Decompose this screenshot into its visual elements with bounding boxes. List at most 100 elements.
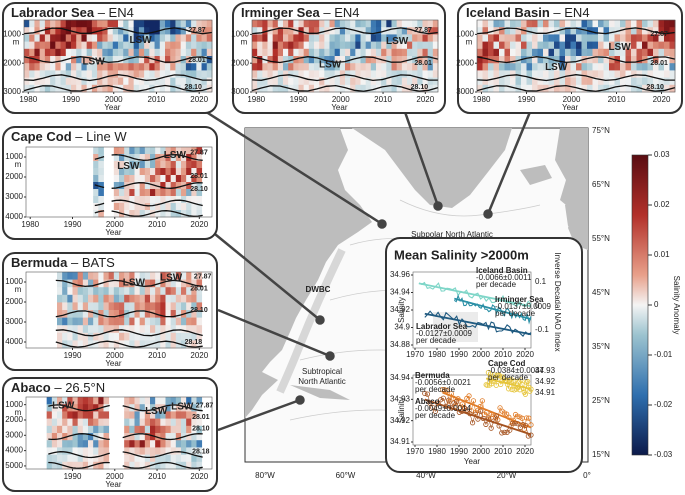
heatmap-cell — [401, 41, 408, 50]
heatmap-cell — [107, 34, 114, 42]
heatmap-cell — [488, 27, 494, 35]
heatmap-cell — [370, 48, 377, 57]
heatmap-cell — [196, 440, 203, 448]
heatmap-cell — [267, 77, 274, 86]
heatmap-cell — [150, 154, 156, 162]
heatmap-cell — [532, 48, 538, 57]
heatmap-cell — [543, 27, 549, 35]
heatmap-cell — [303, 34, 310, 42]
heatmap-cell — [181, 154, 187, 162]
heatmap-cell — [191, 41, 197, 50]
heatmap-cell — [175, 440, 182, 448]
y-tick-label: 4000 — [5, 212, 23, 221]
heatmap-cell — [128, 70, 135, 78]
heatmap-cell — [521, 63, 527, 71]
panel-label: 27.87 — [194, 273, 212, 280]
inset-annotation-unit: per decade — [488, 373, 529, 382]
heatmap-cell — [609, 20, 615, 28]
heatmap-cell — [499, 27, 505, 35]
heatmap-cell — [391, 70, 398, 78]
heatmap-cell — [308, 70, 315, 78]
heatmap-cell — [381, 84, 387, 93]
heatmap-cell — [113, 340, 120, 349]
heatmap-cell — [432, 20, 439, 28]
heatmap-cell — [62, 425, 68, 434]
heatmap-cell — [50, 63, 56, 71]
heatmap-cell — [186, 447, 192, 455]
heatmap-cell — [308, 48, 315, 57]
heatmap-cell — [98, 210, 104, 218]
heatmap-cell — [570, 84, 577, 93]
heatmap-cell — [185, 84, 192, 93]
heatmap-cell — [34, 70, 41, 78]
heatmap-cell — [191, 404, 197, 412]
heatmap-cell — [370, 41, 377, 50]
heatmap-cell — [98, 433, 104, 441]
heatmap-cell — [576, 27, 582, 35]
panel-label: 27.87 — [414, 27, 432, 34]
heatmap-cell — [175, 332, 182, 341]
heatmap-cell — [422, 84, 429, 93]
heatmap-cell — [150, 161, 156, 169]
heatmap-cell — [139, 447, 146, 455]
heatmap-cell — [381, 70, 387, 78]
inset-point — [483, 421, 489, 427]
heatmap-cell — [62, 332, 68, 341]
panel-label: 27.87 — [188, 27, 206, 34]
heatmap-cell — [149, 27, 155, 35]
heatmap-cell — [482, 20, 489, 28]
heatmap-cell — [91, 84, 98, 93]
heatmap-cell — [493, 48, 500, 57]
panel-title: Iceland Basin – EN4 — [466, 5, 590, 20]
heatmap-cell — [46, 404, 53, 412]
inset-point — [446, 397, 452, 403]
inset-point — [466, 393, 472, 399]
heatmap-cell — [103, 272, 110, 280]
heatmap-cell — [339, 84, 346, 93]
heatmap-cell — [103, 454, 110, 463]
heatmap-cell — [625, 48, 632, 57]
heatmap-cell — [432, 41, 439, 50]
heatmap-cell — [196, 302, 203, 311]
heatmap-cell — [493, 56, 500, 64]
y-tick-label: 3000 — [456, 87, 474, 96]
heatmap-cell — [581, 84, 588, 93]
heatmap-cell — [81, 84, 88, 93]
heatmap-cell — [196, 41, 202, 50]
heatmap-cell — [119, 310, 125, 318]
heatmap-cell — [186, 147, 192, 155]
heatmap-cell — [124, 203, 130, 211]
heatmap-cell — [664, 63, 670, 71]
heatmap-cell — [139, 147, 146, 155]
heatmap-cell — [159, 56, 166, 64]
inset-point — [438, 397, 444, 403]
heatmap-cell — [134, 310, 141, 318]
heatmap-cell — [108, 340, 115, 349]
heatmap-cell — [554, 63, 560, 71]
heatmap-cell — [565, 70, 571, 78]
heatmap-cell — [118, 48, 124, 57]
heatmap-cell — [170, 27, 176, 35]
heatmap-cell — [108, 279, 115, 288]
heatmap-cell — [170, 325, 177, 334]
heatmap-cell — [119, 154, 125, 162]
heatmap-cell — [129, 425, 135, 434]
heatmap-cell — [664, 20, 670, 28]
heatmap-cell — [124, 425, 130, 434]
colorbar-tick-label: -0.03 — [654, 450, 673, 459]
heatmap-cell — [603, 27, 610, 35]
heatmap-cell — [201, 77, 208, 86]
heatmap-cell — [191, 418, 197, 427]
heatmap-cell — [65, 77, 72, 86]
heatmap-cell — [537, 41, 544, 50]
heatmap-cell — [108, 294, 115, 303]
heatmap-cell — [407, 63, 413, 71]
heatmap-cell — [181, 325, 187, 334]
heatmap-cell — [102, 77, 108, 86]
heatmap-cell — [81, 48, 88, 57]
heatmap-cell — [345, 34, 351, 42]
heatmap-cell — [44, 70, 51, 78]
heatmap-cell — [360, 63, 367, 71]
heatmap-cell — [108, 302, 115, 311]
